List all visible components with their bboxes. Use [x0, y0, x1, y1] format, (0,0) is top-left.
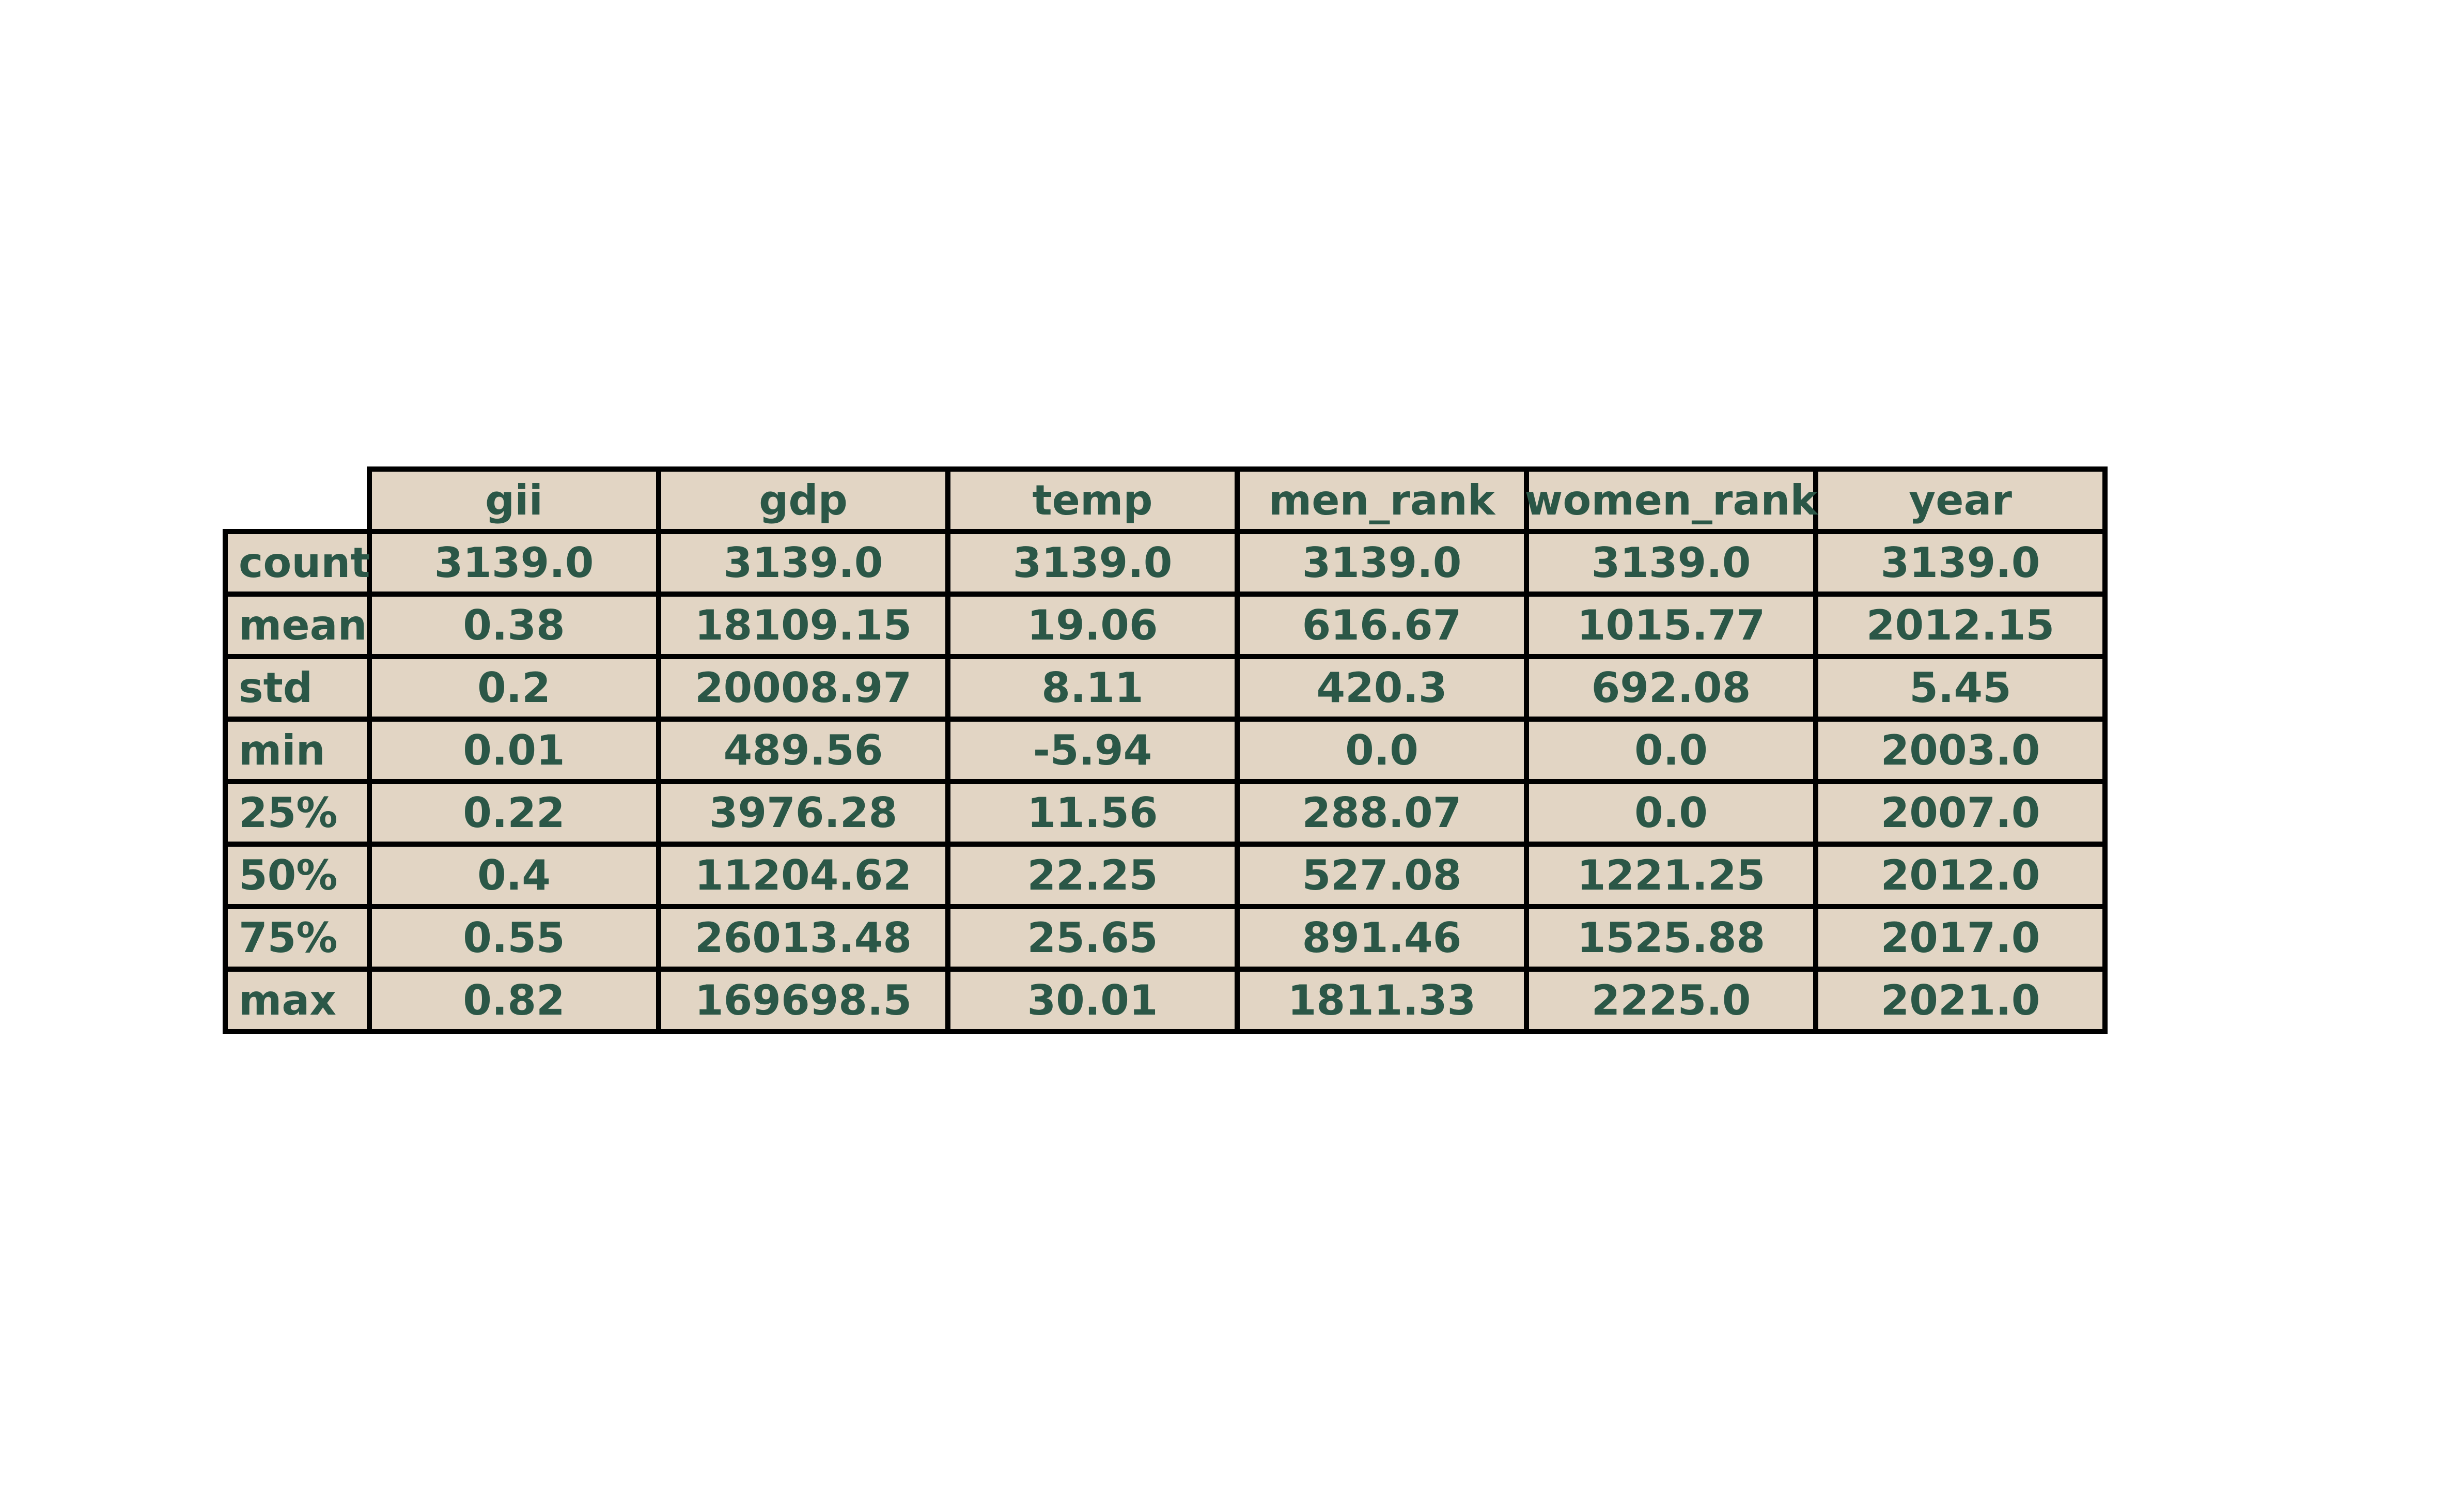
table-cell-value: 0.55 — [463, 914, 565, 962]
table-cell-value: 5.45 — [1909, 664, 2011, 712]
column-header-label: gdp — [759, 476, 848, 524]
table-cell — [945, 967, 1240, 1034]
row-label: 25% — [239, 789, 337, 837]
row-label: max — [239, 976, 336, 1024]
table-cell — [1813, 842, 2108, 909]
table-cell-value: 489.56 — [724, 726, 883, 774]
table-cell-value: 22.25 — [1027, 851, 1158, 899]
table-cell-value: 1811.33 — [1288, 976, 1476, 1024]
table-cell-value: 26013.48 — [695, 914, 912, 962]
table-text: gii gdp temp men_rank women_rank year count 313… — [239, 476, 2054, 1024]
table-cell-value: 3139.0 — [1592, 539, 1751, 587]
table-cell-value: -5.94 — [1033, 726, 1152, 774]
table-cell-value: 616.67 — [1302, 601, 1462, 649]
table-cell — [656, 904, 950, 972]
table-cell — [1813, 654, 2108, 722]
table-cell — [1524, 592, 1818, 659]
row-label: min — [239, 726, 325, 774]
table-cell-value: 1221.25 — [1577, 851, 1765, 899]
table-cell-value: 11.56 — [1027, 789, 1158, 837]
table-cell-value: 0.0 — [1634, 726, 1708, 774]
table-cell-value: 1525.88 — [1577, 914, 1765, 962]
table-cell-value: 3139.0 — [434, 539, 594, 587]
table-cell — [1524, 967, 1818, 1034]
table-cell — [1813, 904, 2108, 972]
table-cell-value: 0.0 — [1634, 789, 1708, 837]
table-cell — [945, 842, 1240, 909]
table-cell-value: 20008.97 — [695, 664, 912, 712]
table-cell-value: 0.38 — [463, 601, 565, 649]
table-cell-value: 18109.15 — [695, 601, 912, 649]
row-label: mean — [239, 601, 367, 649]
table-cell-value: 25.65 — [1027, 914, 1158, 962]
table-cell — [367, 779, 661, 847]
table-cell-value: 420.3 — [1316, 664, 1447, 712]
table-cell-value: 2012.15 — [1866, 601, 2054, 649]
table-cell-value: 2017.0 — [1881, 914, 2040, 962]
table-cell-value: 169698.5 — [695, 976, 912, 1024]
table-cell-value: 891.46 — [1302, 914, 1462, 962]
table-cell — [1235, 842, 1529, 909]
table-cell — [367, 529, 661, 597]
table-cell — [367, 904, 661, 972]
table-cell-value: 3139.0 — [1302, 539, 1462, 587]
table-cell — [656, 592, 950, 659]
table-cell — [656, 779, 950, 847]
table-cell — [1235, 967, 1529, 1034]
row-label: count — [239, 539, 370, 587]
column-header-label: women_rank — [1524, 476, 1818, 524]
table-cell-value: 3139.0 — [1881, 539, 2040, 587]
table-cell — [1813, 592, 2108, 659]
row-label: 75% — [239, 914, 337, 962]
table-cell-value: 527.08 — [1302, 851, 1462, 899]
column-header-label: year — [1909, 476, 2012, 524]
table-cell-value: 692.08 — [1592, 664, 1751, 712]
table-cell — [945, 529, 1240, 597]
table-cell-value: 0.4 — [477, 851, 551, 899]
table-cell-value: 1015.77 — [1577, 601, 1765, 649]
table-cell-value: 0.22 — [463, 789, 565, 837]
column-header-cell — [1813, 466, 2108, 534]
table-cell-value: 3976.28 — [709, 789, 897, 837]
column-header-label: temp — [1032, 476, 1152, 524]
table-cell-value: 3139.0 — [1013, 539, 1173, 587]
table-cell-value: 0.82 — [463, 976, 565, 1024]
table-cell-value: 19.06 — [1027, 601, 1158, 649]
table-cell-value: 0.01 — [463, 726, 565, 774]
table-cell-value: 2007.0 — [1881, 789, 2040, 837]
table-cell-value: 288.07 — [1302, 789, 1462, 837]
table-cell-value: 11204.62 — [695, 851, 912, 899]
table-cell — [945, 717, 1240, 784]
table-cell-value: 2225.0 — [1592, 976, 1751, 1024]
row-label: 50% — [239, 851, 337, 899]
table-cell-value: 0.0 — [1345, 726, 1418, 774]
table-cell-value: 0.2 — [477, 664, 551, 712]
table-cell — [367, 717, 661, 784]
table-cell — [656, 654, 950, 722]
table-cell-value: 2021.0 — [1881, 976, 2040, 1024]
table-cell — [1524, 904, 1818, 972]
table-cell-value: 8.11 — [1041, 664, 1143, 712]
table-cell — [945, 592, 1240, 659]
table-cell-value: 2012.0 — [1881, 851, 2040, 899]
table-cell-value: 3139.0 — [724, 539, 883, 587]
column-header-label: men_rank — [1269, 476, 1496, 524]
table-cell-value: 2003.0 — [1881, 726, 2040, 774]
column-header-label: gii — [485, 476, 543, 524]
table-cell — [367, 967, 661, 1034]
table-cell-value: 30.01 — [1027, 976, 1158, 1024]
table-cells — [223, 466, 2108, 1034]
table-cell — [1813, 967, 2108, 1034]
row-label: std — [239, 664, 313, 712]
